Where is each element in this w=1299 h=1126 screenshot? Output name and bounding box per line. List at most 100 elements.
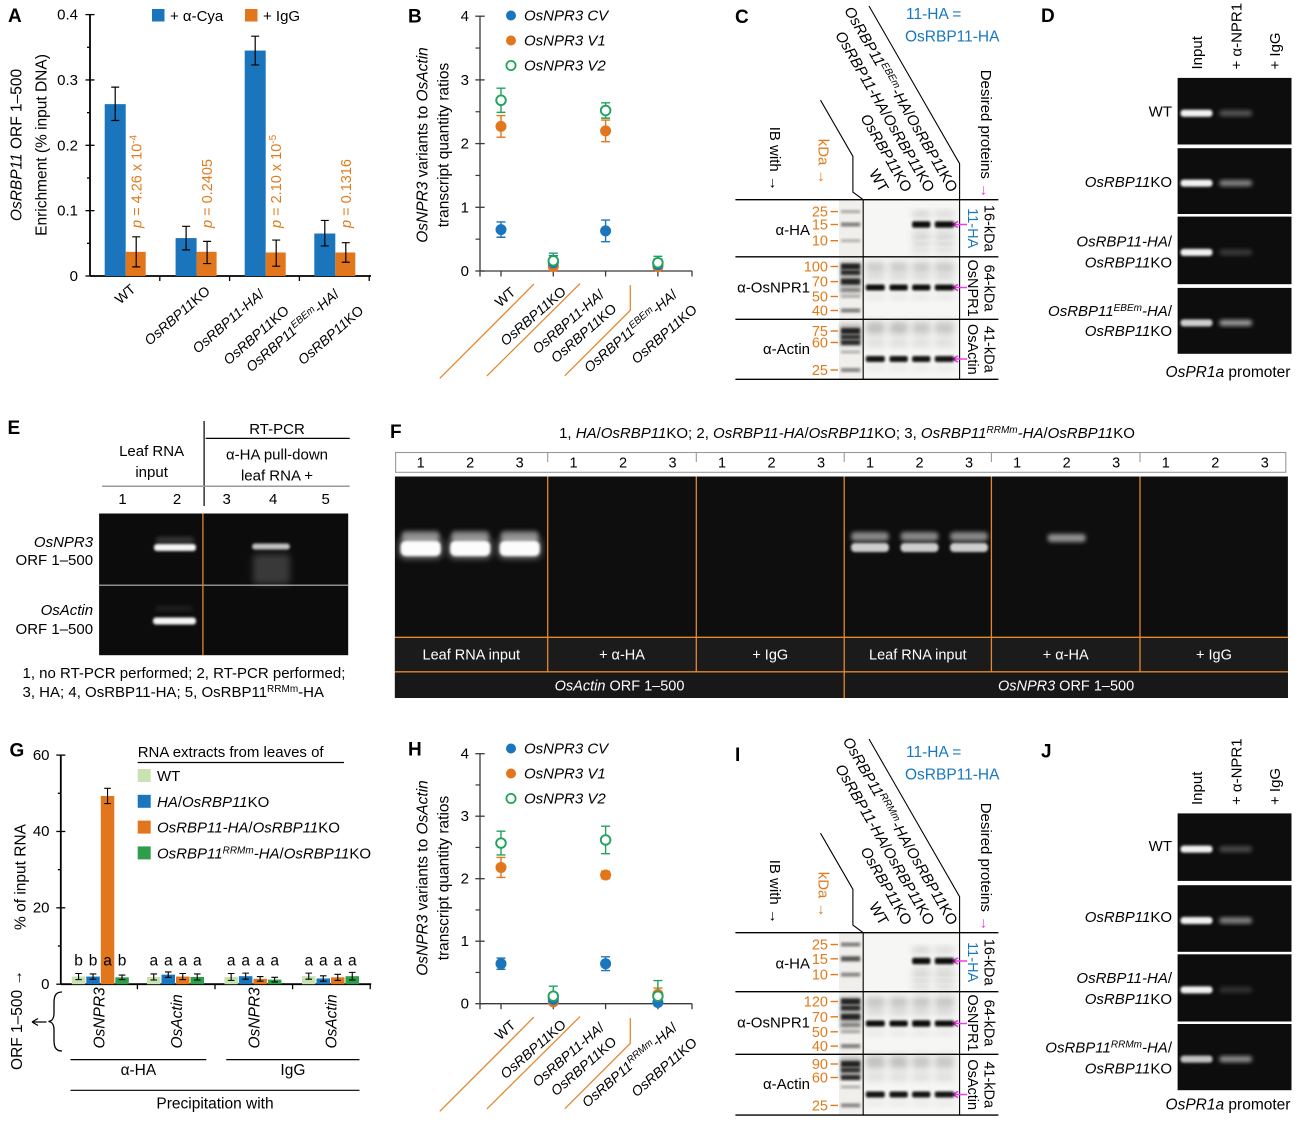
svg-text:OsRBP11 ORF 1–500: OsRBP11 ORF 1–500 [9,69,26,222]
svg-text:16-kDa: 16-kDa [981,205,997,253]
svg-text:OsRBP11-HA: OsRBP11-HA [905,29,1000,46]
svg-text:50: 50 [812,1025,828,1041]
svg-text:1, no RT-PCR performed; 2, RT-: 1, no RT-PCR performed; 2, RT-PCR perfor… [23,665,346,682]
svg-text:p = 2.10 x 10-5: p = 2.10 x 10-5 [268,134,285,229]
svg-text:p = 0.1316: p = 0.1316 [339,159,355,229]
svg-text:OsNPR3 variants to OsActin: OsNPR3 variants to OsActin [415,780,432,976]
svg-text:kDa →: kDa → [815,139,832,185]
svg-text:0.1: 0.1 [57,203,78,220]
svg-text:10: 10 [812,968,828,984]
svg-text:0.4: 0.4 [57,7,78,24]
svg-text:2: 2 [461,136,469,153]
svg-text:IB with →: IB with → [766,860,783,924]
svg-text:2: 2 [1063,456,1071,472]
svg-text:50: 50 [812,290,828,306]
svg-text:OsRBP11-HA/: OsRBP11-HA/ [1076,970,1172,987]
svg-text:α-OsNPR1: α-OsNPR1 [737,280,810,297]
svg-text:HA/OsRBP11KO: HA/OsRBP11KO [157,794,269,811]
svg-text:Leaf RNA input: Leaf RNA input [423,648,521,664]
svg-text:60: 60 [812,1071,828,1087]
svg-text:OsActin: OsActin [41,602,94,619]
svg-text:1: 1 [461,933,469,950]
svg-text:p = 4.26 x 10-4: p = 4.26 x 10-4 [129,134,146,229]
svg-text:+ α-HA: + α-HA [599,648,645,664]
svg-text:5: 5 [322,491,330,508]
svg-text:p = 0.2405: p = 0.2405 [200,159,216,229]
svg-text:OsNPR3: OsNPR3 [34,534,94,551]
svg-text:OsRBP11-HA/: OsRBP11-HA/ [1076,234,1172,251]
svg-text:1: 1 [417,456,425,472]
svg-text:a: a [348,953,357,970]
svg-text:Leaf RNA: Leaf RNA [119,443,184,460]
svg-text:OsNPR3 CV: OsNPR3 CV [524,741,610,758]
svg-text:OsNPR3: OsNPR3 [246,987,263,1049]
svg-text:OsRBP11KO: OsRBP11KO [1085,174,1172,191]
svg-text:Desired proteins →: Desired proteins → [977,70,994,198]
svg-text:I: I [735,745,740,766]
svg-text:25: 25 [812,938,828,954]
svg-text:α-HA: α-HA [121,1062,157,1079]
svg-text:2: 2 [915,456,923,472]
svg-text:OsNPR3 V2: OsNPR3 V2 [524,58,606,75]
svg-text:11-HA: 11-HA [964,942,980,982]
svg-text:2: 2 [1211,456,1219,472]
svg-text:% of input RNA: % of input RNA [13,823,30,930]
svg-text:ORF 1–500: ORF 1–500 [16,621,94,638]
svg-text:b: b [74,953,83,970]
svg-text:+ IgG: + IgG [1267,768,1284,805]
svg-text:Leaf RNA input: Leaf RNA input [869,648,967,664]
svg-text:α-Actin: α-Actin [763,341,810,358]
svg-text:OsRBP11-HA: OsRBP11-HA [905,767,1000,784]
svg-text:20: 20 [33,900,50,917]
svg-text:b: b [118,953,127,970]
svg-text:leaf RNA +: leaf RNA + [241,468,313,485]
svg-text:1, HA/OsRBP11KO; 2, OsRBP11-HA: 1, HA/OsRBP11KO; 2, OsRBP11-HA/OsRBP11KO… [559,425,1135,442]
svg-text:WT: WT [1149,104,1172,121]
svg-text:+ α-NPR1: + α-NPR1 [1229,3,1246,70]
svg-text:IgG: IgG [280,1062,305,1079]
svg-text:16-kDa: 16-kDa [981,939,997,987]
svg-text:OsRBP11KO: OsRBP11KO [1085,991,1172,1008]
svg-text:ORF 1–500 →: ORF 1–500 → [9,970,26,1070]
svg-text:2: 2 [619,456,627,472]
svg-text:OsPR1a promoter: OsPR1a promoter [1166,1097,1291,1114]
svg-text:OsNPR3 V1: OsNPR3 V1 [524,766,606,783]
svg-text:4: 4 [269,491,277,508]
svg-text:OsRBP11RRMm-HA/: OsRBP11RRMm-HA/ [1045,1040,1173,1057]
svg-text:Desired proteins →: Desired proteins → [977,803,994,931]
svg-text:1: 1 [1162,456,1170,472]
svg-text:1: 1 [1013,456,1021,472]
svg-text:3: 3 [461,808,469,825]
svg-text:11-HA: 11-HA [964,208,980,248]
svg-text:a: a [227,953,236,970]
svg-text:120: 120 [804,995,828,1011]
svg-text:1: 1 [866,456,874,472]
svg-text:OsRBP11-HA/OsRBP11KO: OsRBP11-HA/OsRBP11KO [157,820,340,837]
svg-text:10: 10 [812,234,828,250]
svg-text:0.3: 0.3 [57,72,78,89]
svg-text:2: 2 [173,491,181,508]
svg-text:a: a [319,953,328,970]
svg-text:4: 4 [461,8,469,25]
svg-text:a: a [270,953,279,970]
svg-text:25: 25 [812,363,828,379]
svg-text:a: a [333,953,342,970]
svg-text:1: 1 [461,199,469,216]
svg-text:a: a [178,953,187,970]
svg-text:25: 25 [812,205,828,221]
svg-text:2: 2 [461,871,469,888]
svg-text:0: 0 [70,268,78,285]
svg-text:3: 3 [1261,456,1269,472]
svg-text:a: a [256,953,265,970]
svg-text:4: 4 [461,746,469,763]
svg-text:α-OsNPR1: α-OsNPR1 [737,1015,810,1032]
svg-text:3: 3 [1112,456,1120,472]
svg-text:41-kDa: 41-kDa [981,326,997,374]
svg-text:2: 2 [768,456,776,472]
svg-text:75: 75 [812,324,828,340]
svg-text:G: G [10,741,25,762]
svg-text:64-kDa: 64-kDa [981,1000,997,1048]
svg-text:1: 1 [569,456,577,472]
svg-text:kDa →: kDa → [815,872,832,918]
svg-text:+ α-HA: + α-HA [1043,648,1089,664]
